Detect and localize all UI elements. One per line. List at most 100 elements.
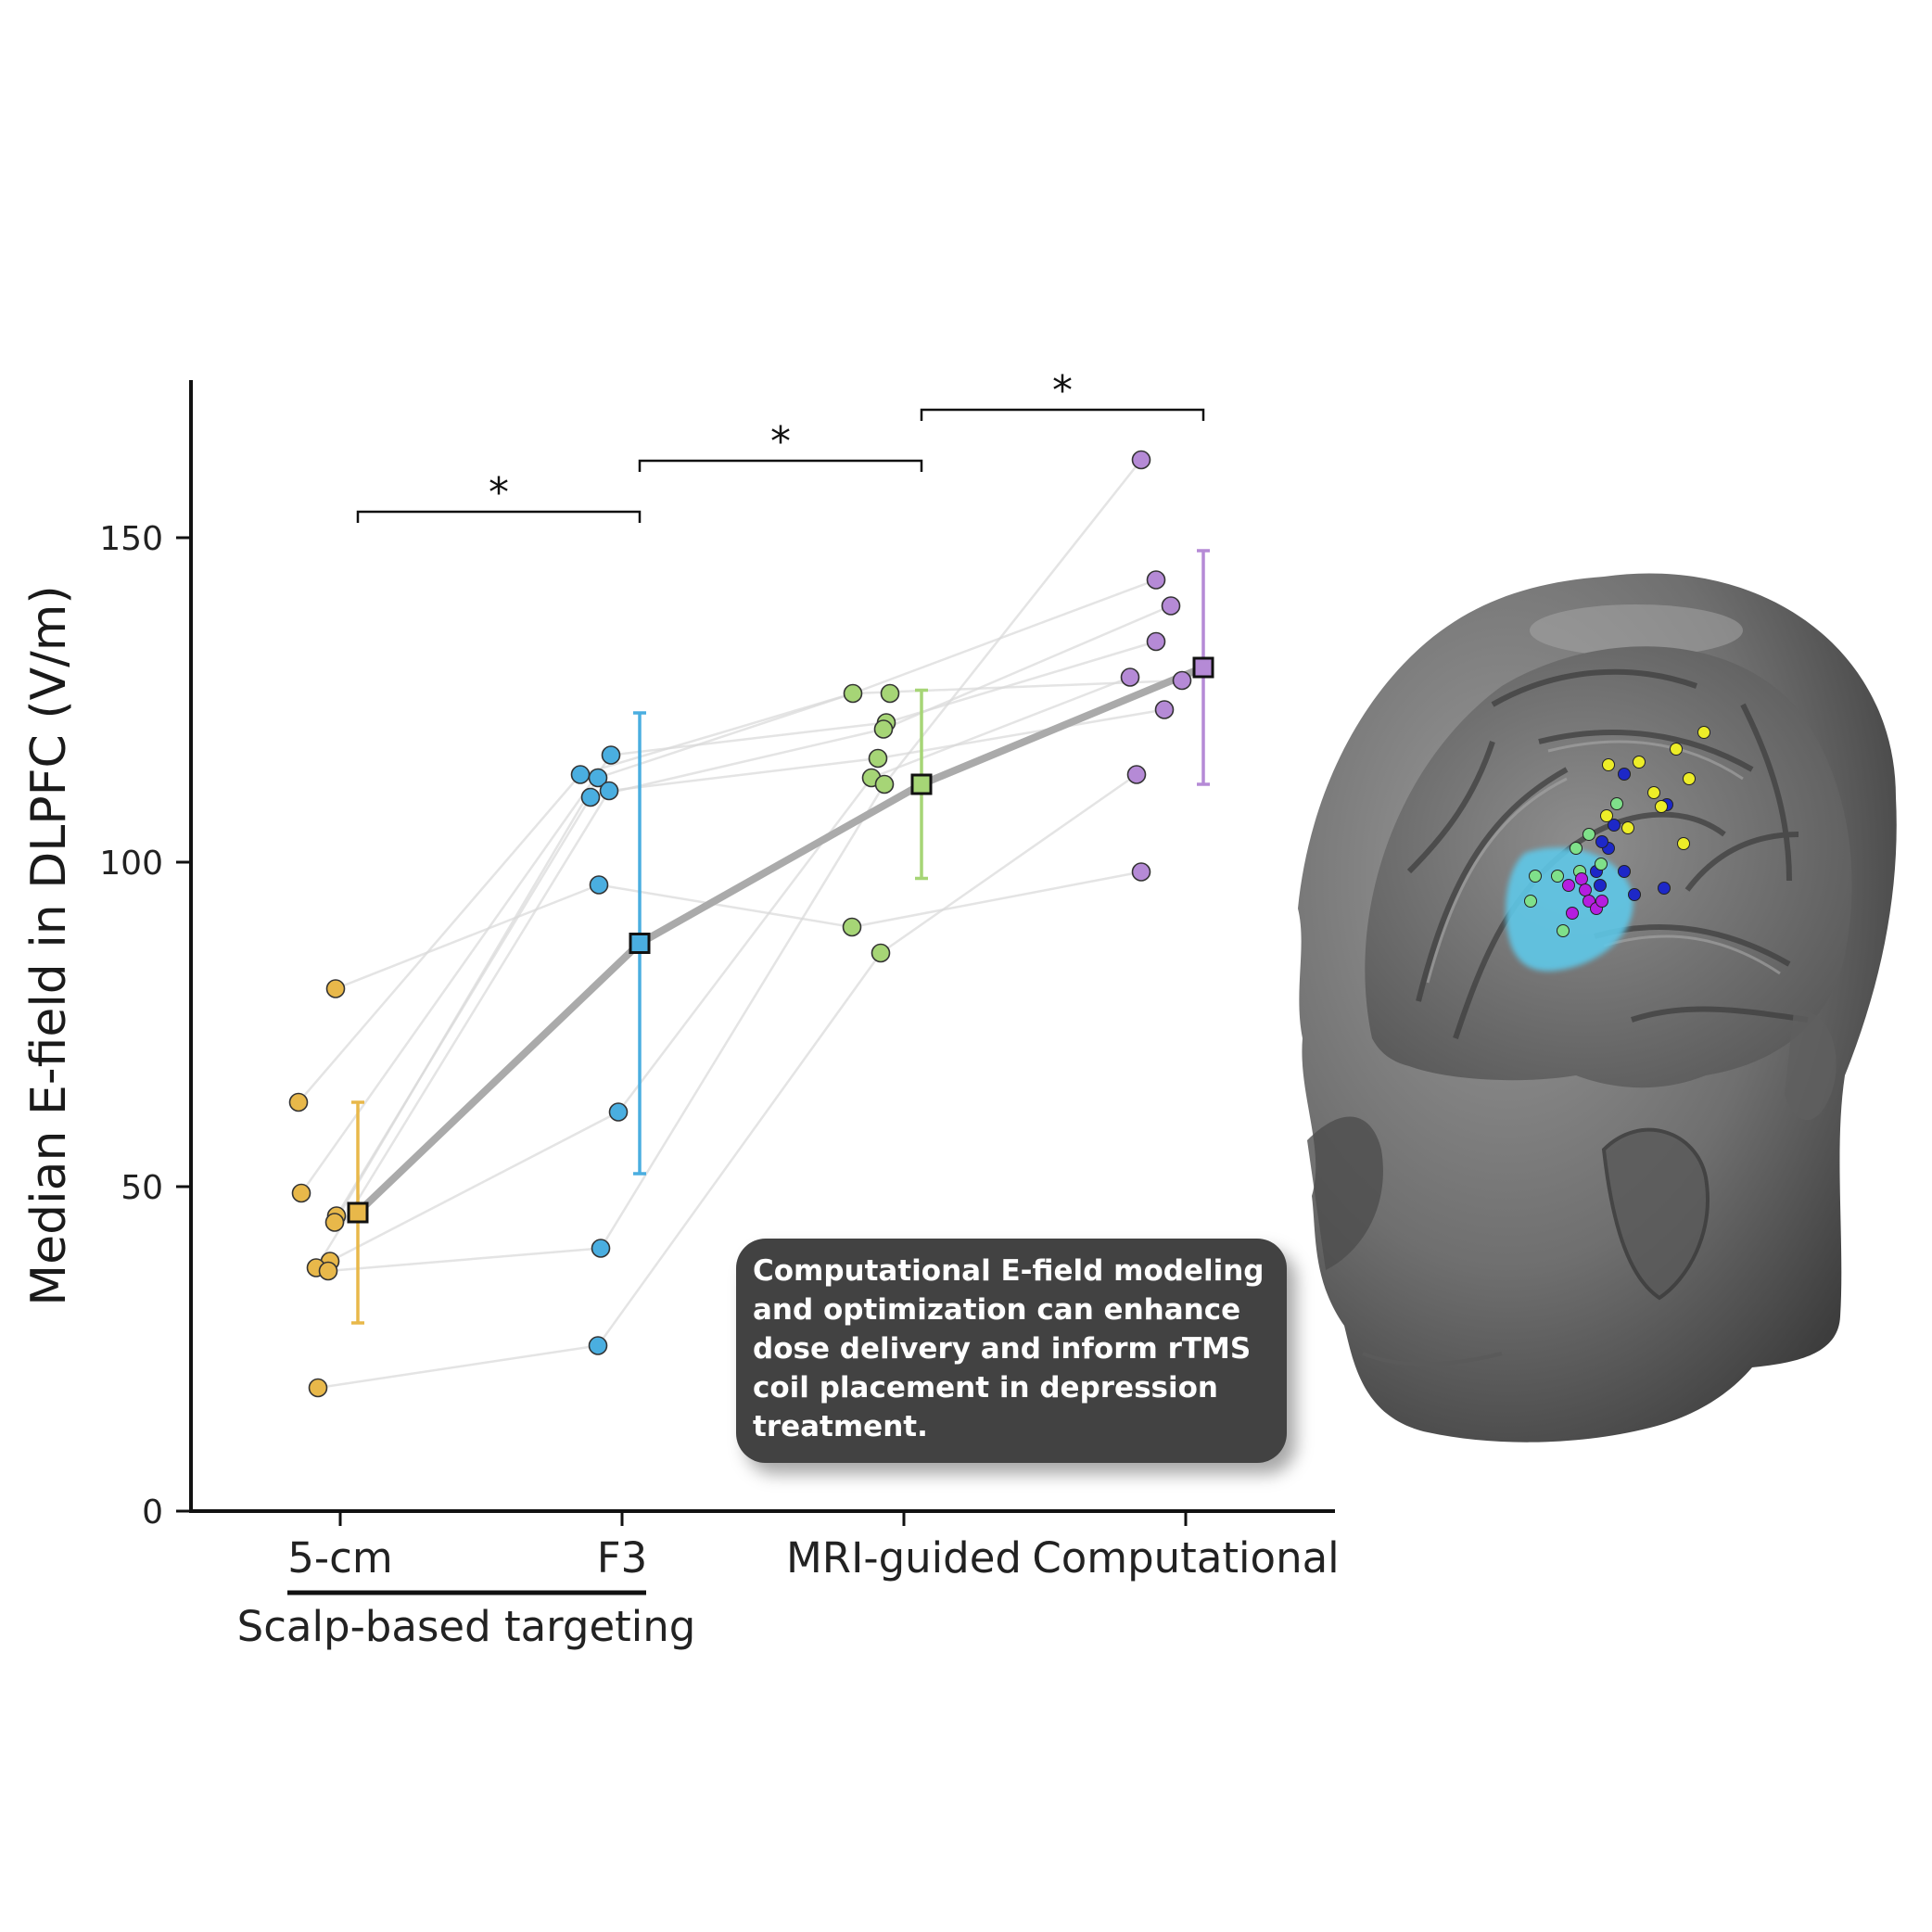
subject-line <box>333 578 1157 1224</box>
callout-text: Computational E-field modeling and optim… <box>753 1254 1265 1443</box>
x-tick-label: 5-cm <box>287 1533 392 1582</box>
coil-marker <box>1570 842 1582 855</box>
subject-lines <box>298 459 1183 1390</box>
x-ticks: 5-cm F3 MRI-guided Computational <box>287 1511 1340 1582</box>
data-point <box>588 1336 608 1355</box>
coil-marker <box>1600 809 1613 822</box>
significance-bracket <box>356 510 642 523</box>
coil-marker <box>1575 872 1588 885</box>
mean-markers <box>347 656 1214 1224</box>
coil-marker <box>1524 895 1537 908</box>
subject-line <box>299 640 1157 1194</box>
data-point <box>1131 862 1151 882</box>
mean-marker <box>629 933 651 954</box>
summary-callout: Computational E-field modeling and optim… <box>736 1239 1287 1463</box>
subject-line <box>317 773 1138 1390</box>
scalp-group-label: Scalp-based targeting <box>237 1602 696 1651</box>
y-tick-label: 150 <box>99 520 163 558</box>
data-point <box>1146 631 1166 652</box>
coil-marker <box>1595 858 1608 871</box>
data-point <box>1131 450 1151 470</box>
brain-head-figure <box>1298 573 1897 1443</box>
data-point <box>588 768 608 788</box>
data-point <box>570 765 591 784</box>
data-point <box>608 1102 629 1122</box>
data-point <box>325 979 346 998</box>
coil-marker <box>1602 758 1615 771</box>
x-tick-label: MRI-guided <box>786 1533 1022 1582</box>
data-point <box>589 875 609 895</box>
data-point <box>1120 667 1140 687</box>
data-point <box>318 1261 338 1281</box>
data-point <box>1161 596 1181 616</box>
coil-marker <box>1628 888 1641 901</box>
significance-brackets: * * * <box>356 367 1205 523</box>
coil-marker <box>1655 800 1668 813</box>
mean-trend-line <box>355 664 1205 1215</box>
x-tick-label: Computational <box>1032 1533 1339 1582</box>
data-point <box>591 1239 611 1258</box>
x-tick-label: F3 <box>597 1533 648 1582</box>
data-point <box>1126 765 1147 784</box>
coil-marker <box>1566 907 1579 920</box>
coil-target-markers <box>1524 726 1710 937</box>
data-point <box>601 745 621 765</box>
significance-bracket <box>920 408 1205 421</box>
y-tick-label: 50 <box>121 1169 163 1207</box>
data-point <box>580 787 601 807</box>
data-point <box>871 943 891 963</box>
coil-marker <box>1697 726 1710 739</box>
data-point <box>842 917 862 937</box>
subject-line <box>314 708 1165 1269</box>
coil-marker <box>1595 835 1608 848</box>
coil-marker <box>1551 870 1564 883</box>
data-points <box>288 450 1192 1398</box>
data-point <box>873 719 894 739</box>
coil-marker <box>1683 772 1696 785</box>
data-point <box>324 1213 345 1232</box>
significance-star: * <box>770 418 791 465</box>
coil-marker <box>1658 882 1671 895</box>
subject-line <box>335 871 1142 990</box>
data-point <box>599 781 619 801</box>
coil-marker <box>1594 879 1607 892</box>
mean-marker <box>1192 656 1214 679</box>
axes: 0 50 100 150 5-cm F3 MRI-guided Computational … <box>21 380 1340 1651</box>
y-axis-label: Median E-field in DLPFC (V/m) <box>21 585 77 1305</box>
coil-marker <box>1618 865 1631 878</box>
y-ticks: 0 50 100 150 <box>99 520 191 1532</box>
data-point <box>288 1092 309 1112</box>
coil-marker <box>1579 883 1592 896</box>
data-point <box>880 683 900 704</box>
subject-line <box>298 679 1183 1103</box>
coil-marker <box>1557 924 1570 937</box>
coil-marker <box>1618 768 1631 781</box>
coil-marker <box>1608 819 1621 832</box>
coil-marker <box>1670 743 1683 756</box>
data-point <box>843 683 863 704</box>
coil-marker <box>1647 786 1660 799</box>
coil-marker <box>1529 870 1542 883</box>
y-tick-label: 0 <box>142 1493 163 1532</box>
coil-marker <box>1633 756 1646 769</box>
data-point <box>868 748 888 769</box>
significance-bracket <box>638 459 923 472</box>
coil-marker <box>1621 821 1634 834</box>
significance-star: * <box>1052 367 1073 414</box>
data-point <box>874 774 895 794</box>
coil-marker <box>1595 895 1608 908</box>
y-tick-label: 100 <box>99 845 163 883</box>
coil-marker <box>1677 837 1690 850</box>
data-point <box>1154 700 1175 719</box>
data-point <box>308 1378 328 1398</box>
mean-line <box>355 664 1205 1215</box>
subject-line <box>329 676 1131 1263</box>
mean-marker <box>910 773 933 795</box>
error-bars <box>351 549 1210 1325</box>
data-point <box>291 1183 311 1203</box>
subject-line <box>327 459 1142 1273</box>
mean-marker <box>347 1201 369 1224</box>
data-point <box>1172 670 1192 691</box>
coil-marker <box>1610 797 1623 810</box>
